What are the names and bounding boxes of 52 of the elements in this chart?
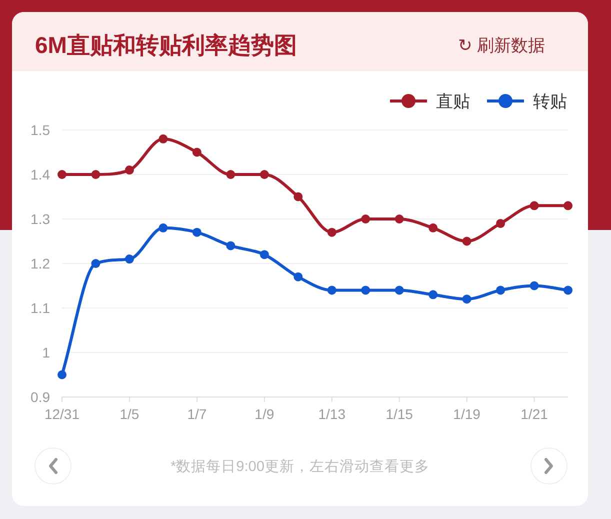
y-tick-label: 1.1 xyxy=(30,300,50,316)
point xyxy=(394,286,404,295)
point xyxy=(496,286,506,295)
point xyxy=(192,228,202,237)
point xyxy=(361,286,370,295)
point xyxy=(124,166,134,175)
point xyxy=(124,254,134,264)
point xyxy=(158,223,168,232)
text: *数据每日9:00更新，左右滑动查看更多 xyxy=(170,458,430,475)
point xyxy=(530,281,539,290)
point xyxy=(462,236,472,246)
point xyxy=(58,170,66,179)
point xyxy=(226,170,236,179)
x-tick-label: 1/13 xyxy=(318,406,346,422)
y-tick-label: 0.9 xyxy=(30,389,50,405)
point xyxy=(394,214,404,224)
x-tick-label: 1/15 xyxy=(386,406,414,422)
point xyxy=(327,286,336,295)
x-tick-label: 1/21 xyxy=(520,406,548,422)
y-tick-label: 1.5 xyxy=(30,122,50,138)
point xyxy=(58,370,66,380)
point xyxy=(294,192,303,202)
point xyxy=(260,170,269,179)
x-tick-label: 1/5 xyxy=(120,406,140,422)
x-tick-label: 1/9 xyxy=(254,406,274,422)
point xyxy=(294,272,303,282)
text: ↻ 刷新数据 xyxy=(458,36,545,55)
y-tick-label: 1.4 xyxy=(30,166,50,182)
point xyxy=(462,294,472,304)
legend-label: 转贴 xyxy=(533,92,567,111)
x-tick-label: 1/19 xyxy=(453,406,481,422)
x-tick-label: 1/7 xyxy=(187,406,207,422)
legend-label: 直贴 xyxy=(436,92,470,111)
x-tick-label: 12/31 xyxy=(44,406,80,422)
point xyxy=(428,223,438,232)
point xyxy=(260,250,269,260)
point xyxy=(564,201,572,210)
y-tick-label: 1 xyxy=(42,344,50,360)
point xyxy=(91,170,100,179)
y-tick-label: 1.3 xyxy=(30,211,50,227)
point xyxy=(530,201,539,210)
point xyxy=(428,290,438,300)
point xyxy=(192,148,202,157)
point xyxy=(91,259,100,268)
chart-title: 6M直贴和转贴利率趋势图 xyxy=(35,32,297,58)
point xyxy=(226,241,236,250)
point xyxy=(158,134,168,144)
point xyxy=(496,218,506,228)
point xyxy=(564,286,572,295)
point xyxy=(327,228,336,237)
y-tick-label: 1.2 xyxy=(30,256,50,272)
point xyxy=(361,214,370,224)
